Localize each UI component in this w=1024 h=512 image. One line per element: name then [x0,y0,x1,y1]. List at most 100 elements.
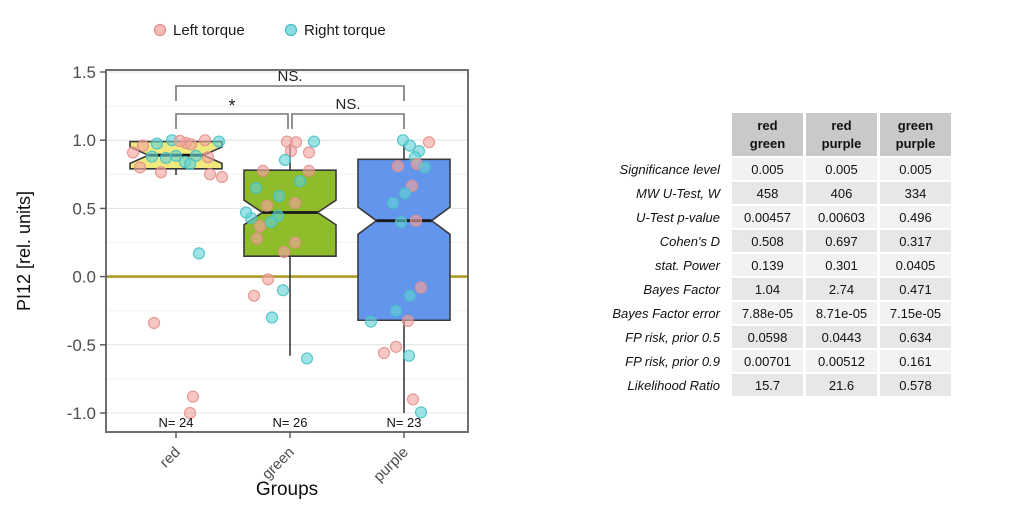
data-point-left [183,406,197,420]
y-tick-label: 1.5 [72,63,96,82]
data-point-left [133,161,147,174]
table-cell: 0.139 [732,254,803,276]
legend-label: Left torque [173,22,245,39]
data-point-left [302,164,316,177]
data-point-left [377,346,391,360]
data-point-left [173,134,187,147]
table-cell: 7.15e-05 [880,302,951,324]
table-cell: 0.00701 [732,350,803,372]
data-point-left [405,179,419,192]
table-cell: 0.697 [806,230,877,252]
table-cell: 15.7 [732,374,803,396]
table-header-line: purple [895,135,936,151]
data-point-left [215,170,229,184]
data-point-left [284,145,298,158]
table-cell: 0.471 [880,278,951,300]
data-point-right [212,135,226,148]
table-cell: 0.005 [732,158,803,180]
boxplot-chart: NS. * NS. 1.5 1.0 0.5 0.0 -0.5 -1.0 red N= 24 green… [14,22,469,500]
data-point-left [401,314,415,328]
data-point-right [264,215,278,229]
data-point-left [247,289,261,302]
data-point-left [253,220,267,233]
box-purple [357,158,451,322]
table-cell: 458 [732,182,803,204]
data-point-left [288,196,302,210]
significance-label: NS. [335,96,360,113]
data-point-right [276,284,290,297]
table-row-label: Significance level [606,158,729,180]
data-point-left [136,139,150,152]
table-cell: 0.161 [880,350,951,372]
table-header-line: red [757,117,778,133]
table-cell: 0.0598 [732,326,803,348]
data-point-left [126,146,140,159]
y-tick-label: 0.0 [72,268,96,287]
data-point-left [422,136,436,149]
data-point-left [154,166,168,179]
table-row-label: Cohen's D [606,230,729,252]
n-count-label: N= 23 [386,415,421,430]
data-point-right [183,157,197,171]
table-cell: 334 [880,182,951,204]
table-cell: 0.496 [880,206,951,228]
table-header-cell: red purple [806,113,877,156]
x-tick-label: green [259,444,298,483]
data-point-right [364,315,378,328]
y-tick-label: 1.0 [72,131,96,150]
table-corner-cell [606,113,729,156]
n-count-label: N= 24 [158,415,193,430]
table-row-label: FP risk, prior 0.9 [606,350,729,372]
legend-label: Right torque [304,22,386,39]
table-header-line: purple [821,135,862,151]
data-point-right [265,311,279,324]
panel-border [105,69,469,433]
data-point-right [402,349,416,362]
significance-bracket [291,113,405,129]
table-cell: 0.0405 [880,254,951,276]
y-tick-label: 0.5 [72,199,96,218]
table-cell: 1.04 [732,278,803,300]
table-header-line: green [749,135,786,151]
data-point-left [186,390,200,403]
data-point-right [249,181,263,195]
data-point-left [250,232,264,245]
table-cell: 0.00603 [806,206,877,228]
data-point-left [147,316,161,330]
y-axis-title: PI12 [rel. units] [14,191,34,311]
data-point-right [239,206,253,219]
data-point-right [145,150,159,163]
stats-table: red green red purple green purple Significance… [606,113,951,396]
significance-bracket [175,113,289,129]
data-point-right [278,153,292,167]
legend-marker-right-torque [284,23,298,37]
data-point-left [277,245,291,259]
x-axis-title: Groups [256,479,318,500]
table-row-label: stat. Power [606,254,729,276]
significance-bracket [175,85,405,101]
data-point-left [409,214,423,227]
data-point-right [293,175,307,188]
data-point-left [302,146,316,159]
data-point-right [398,187,412,200]
table-header-cell: red green [732,113,803,156]
data-point-left [288,236,302,249]
data-point-right [403,289,417,302]
y-tick-label: -0.5 [67,336,96,355]
data-point-left [203,168,217,181]
data-point-left [256,164,270,177]
data-point-right [414,406,428,419]
table-row-label: FP risk, prior 0.5 [606,326,729,348]
data-point-left [406,393,420,406]
data-point-right [418,161,432,174]
table-row-label: MW U-Test, W [606,182,729,204]
data-point-right [386,196,400,210]
data-point-right [159,151,173,165]
table-cell: 0.0443 [806,326,877,348]
table-row-label: U-Test p-value [606,206,729,228]
table-row-label: Bayes Factor error [606,302,729,324]
table-cell: 2.74 [806,278,877,300]
table-cell: 0.508 [732,230,803,252]
data-point-left [201,151,215,164]
